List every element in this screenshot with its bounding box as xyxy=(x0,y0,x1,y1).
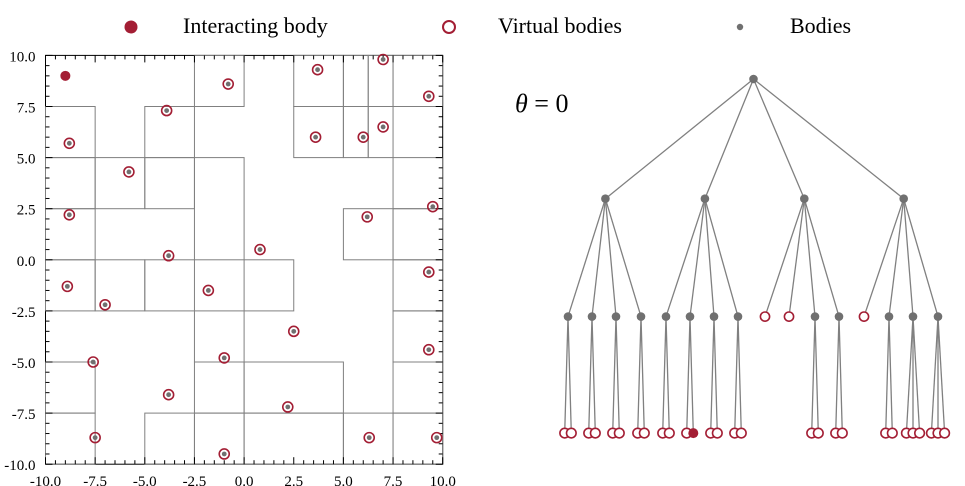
svg-text:-5.0: -5.0 xyxy=(12,356,36,372)
svg-text:-7.5: -7.5 xyxy=(83,474,107,486)
svg-text:-2.5: -2.5 xyxy=(183,474,207,486)
svg-text:-2.5: -2.5 xyxy=(12,305,36,321)
svg-text:-10.0: -10.0 xyxy=(4,458,35,474)
svg-text:-7.5: -7.5 xyxy=(12,407,36,423)
svg-text:10.0: 10.0 xyxy=(430,474,456,486)
svg-text:2.5: 2.5 xyxy=(284,474,303,486)
svg-text:-10.0: -10.0 xyxy=(30,474,61,486)
svg-text:θ = 0: θ = 0 xyxy=(515,89,568,118)
svg-text:5.0: 5.0 xyxy=(17,152,36,168)
svg-text:7.5: 7.5 xyxy=(384,474,403,486)
svg-text:5.0: 5.0 xyxy=(334,474,353,486)
svg-text:2.5: 2.5 xyxy=(17,203,36,219)
svg-text:10.0: 10.0 xyxy=(9,49,35,65)
svg-text:0.0: 0.0 xyxy=(17,254,36,270)
svg-text:Interacting body: Interacting body xyxy=(183,13,328,38)
svg-text:0.0: 0.0 xyxy=(235,474,254,486)
svg-text:-5.0: -5.0 xyxy=(133,474,157,486)
svg-text:Bodies: Bodies xyxy=(790,13,851,38)
svg-text:7.5: 7.5 xyxy=(17,101,36,117)
svg-text:Virtual bodies: Virtual bodies xyxy=(498,13,622,38)
